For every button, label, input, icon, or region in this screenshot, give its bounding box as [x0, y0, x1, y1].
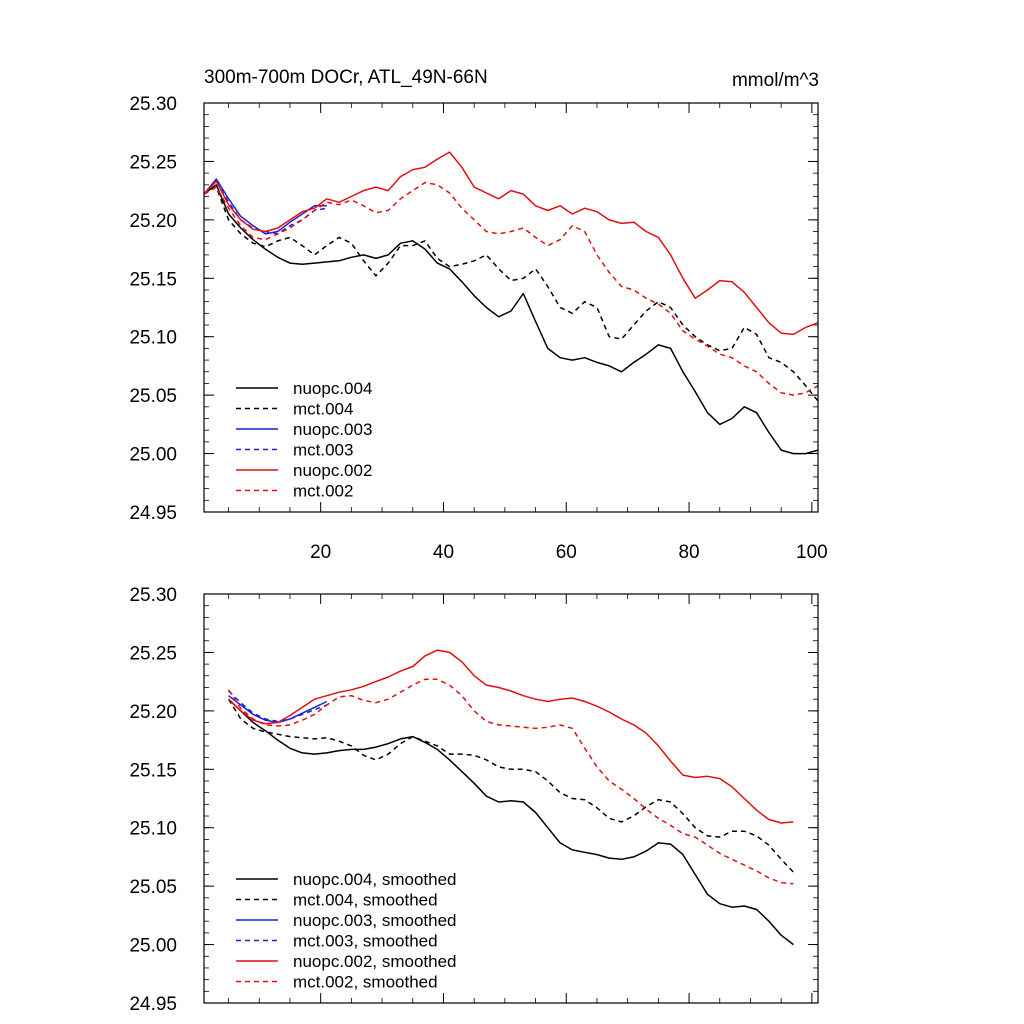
bottom-series: [227, 649, 794, 946]
y-tick-label: 25.10: [129, 819, 177, 840]
x-tick-label: 40: [433, 542, 454, 563]
legend-label: nuopc.002: [293, 461, 372, 480]
series-line: [227, 698, 794, 873]
top-y-tick-labels: 24.95 25.00 25.05 25.10 25.15 25.20 25.25 25.30: [129, 94, 177, 524]
series-line: [228, 649, 794, 824]
series-line: [203, 186, 819, 402]
top-ticks: [204, 102, 818, 513]
bottom-ticks: [204, 593, 818, 1004]
y-tick-label: 25.05: [129, 386, 177, 407]
top-series: [203, 151, 819, 455]
series-line: [203, 178, 327, 235]
y-tick-label: 25.15: [129, 269, 177, 290]
y-tick-label: 25.05: [129, 877, 177, 898]
y-tick-label: 25.20: [129, 702, 177, 723]
bottom-y-tick-labels: 24.95 25.00 25.05 25.10 25.15 25.20 25.25 25.30: [129, 585, 177, 1015]
x-tick-label: 100: [796, 542, 828, 563]
units-label: mmol/m^3: [732, 70, 819, 91]
top-x-tick-labels: 20 40 60 80 100: [310, 542, 828, 563]
y-tick-label: 25.30: [129, 585, 177, 606]
legend-label: nuopc.003, smoothed: [293, 911, 457, 930]
legend-label: nuopc.004: [293, 379, 372, 398]
legend-label: nuopc.002, smoothed: [293, 952, 457, 971]
series-line: [203, 184, 819, 455]
legend-label: mct.002, smoothed: [293, 973, 438, 992]
x-tick-label: 20: [310, 542, 331, 563]
legend-label: mct.003: [293, 441, 353, 460]
legend-label: nuopc.003: [293, 420, 372, 439]
y-tick-label: 25.15: [129, 760, 177, 781]
y-tick-label: 25.25: [129, 643, 177, 664]
x-tick-label: 80: [678, 542, 699, 563]
series-line: [227, 678, 794, 885]
chart-title: 300m-700m DOCr, ATL_49N-66N: [204, 67, 488, 88]
bottom-panel: 24.95 25.00 25.05 25.10 25.15 25.20 25.25 25.30…: [129, 585, 819, 1015]
series-line: [228, 695, 328, 724]
x-tick-label: 60: [556, 542, 577, 563]
legend-label: mct.004, smoothed: [293, 891, 438, 910]
top-panel: 300m-700m DOCr, ATL_49N-66N mmol/m^3 24.…: [129, 67, 827, 563]
y-tick-label: 24.95: [129, 503, 177, 524]
y-tick-label: 25.00: [129, 936, 177, 957]
series-line: [228, 698, 794, 946]
legend-label: mct.004: [293, 400, 353, 419]
legend-label: mct.003, smoothed: [293, 932, 438, 951]
top-plot-frame: [203, 102, 819, 513]
y-tick-label: 25.30: [129, 94, 177, 115]
y-tick-label: 25.25: [129, 152, 177, 173]
series-line: [203, 181, 819, 396]
y-tick-label: 25.20: [129, 211, 177, 232]
bottom-plot-frame: [203, 593, 819, 1004]
y-tick-label: 25.00: [129, 445, 177, 466]
series-line: [228, 690, 328, 723]
legend-label: nuopc.004, smoothed: [293, 870, 457, 889]
y-tick-label: 25.10: [129, 328, 177, 349]
y-tick-label: 24.95: [129, 994, 177, 1015]
series-line: [203, 151, 819, 336]
legend-label: mct.002: [293, 482, 353, 501]
